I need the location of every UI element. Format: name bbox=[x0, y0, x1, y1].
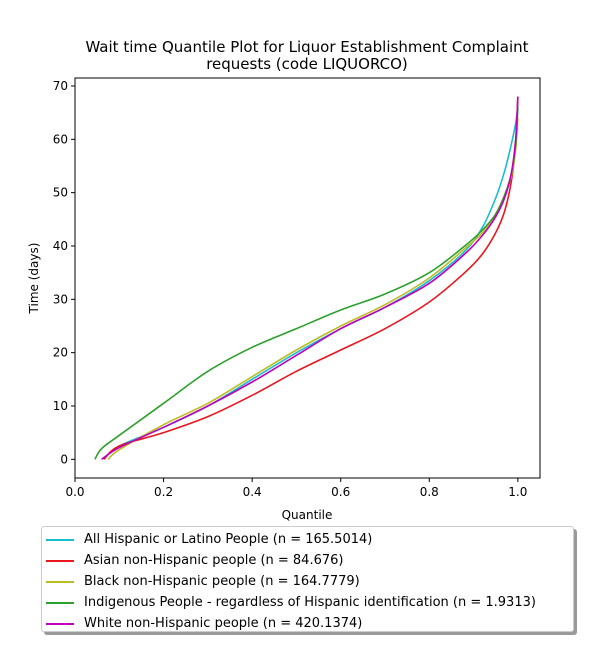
x-tick-label: 0.0 bbox=[65, 485, 84, 499]
series-line-1 bbox=[103, 107, 519, 460]
y-tick-label: 20 bbox=[53, 346, 68, 360]
legend-label: All Hispanic or Latino People (n = 165.5… bbox=[84, 532, 373, 547]
legend-label: White non-Hispanic people (n = 420.1374) bbox=[84, 616, 363, 631]
x-axis-label: Quantile bbox=[282, 508, 333, 522]
y-tick-label: 60 bbox=[53, 132, 68, 146]
y-axis-ticks: 0 10 20 30 40 50 60 70 bbox=[53, 79, 75, 466]
x-axis-ticks: 0.0 0.2 0.4 0.6 0.8 1.0 bbox=[65, 478, 527, 499]
series-line-5 bbox=[101, 96, 519, 460]
legend: All Hispanic or Latino People (n = 165.5… bbox=[41, 526, 574, 632]
y-tick-label: 0 bbox=[60, 452, 68, 466]
chart-title-line2: requests (code LIQUORCO) bbox=[206, 55, 408, 73]
x-tick-label: 1.0 bbox=[508, 485, 527, 499]
series-layer bbox=[94, 96, 519, 460]
legend-item: Asian non-Hispanic people (n = 84.676) bbox=[42, 550, 573, 571]
x-tick-label: 0.4 bbox=[243, 485, 262, 499]
legend-label: Black non-Hispanic people (n = 164.7779) bbox=[84, 574, 360, 589]
x-tick-label: 0.8 bbox=[420, 485, 439, 499]
y-tick-label: 10 bbox=[53, 399, 68, 413]
y-tick-label: 50 bbox=[53, 186, 68, 200]
legend-item: All Hispanic or Latino People (n = 165.5… bbox=[42, 529, 573, 550]
legend-label: Indigenous People - regardless of Hispan… bbox=[84, 595, 536, 610]
legend-swatch bbox=[46, 538, 74, 541]
series-line-4 bbox=[94, 107, 519, 460]
x-tick-label: 0.6 bbox=[331, 485, 350, 499]
legend-swatch bbox=[46, 622, 74, 625]
y-tick-label: 70 bbox=[53, 79, 68, 93]
y-axis-label: Time (days) bbox=[27, 243, 41, 315]
plot-frame bbox=[74, 77, 541, 479]
legend-swatch bbox=[46, 580, 74, 583]
chart-title-line1: Wait time Quantile Plot for Liquor Estab… bbox=[85, 38, 528, 56]
legend-swatch bbox=[46, 559, 74, 562]
y-tick-label: 30 bbox=[53, 292, 68, 306]
legend-label: Asian non-Hispanic people (n = 84.676) bbox=[84, 553, 344, 568]
y-tick-label: 40 bbox=[53, 239, 68, 253]
x-tick-label: 0.2 bbox=[154, 485, 173, 499]
legend-item: White non-Hispanic people (n = 420.1374) bbox=[42, 613, 573, 634]
series-line-3 bbox=[107, 117, 519, 460]
legend-item: Indigenous People - regardless of Hispan… bbox=[42, 592, 573, 613]
series-line-2 bbox=[103, 96, 519, 460]
legend-item: Black non-Hispanic people (n = 164.7779) bbox=[42, 571, 573, 592]
legend-swatch bbox=[46, 601, 74, 604]
